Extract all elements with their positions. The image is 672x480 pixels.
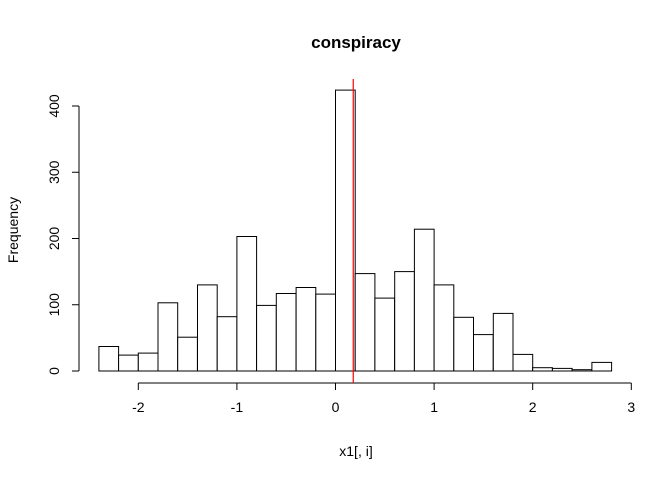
x-tick-label: -2 [132,399,145,415]
histogram-bar [512,353,534,372]
histogram-bar [413,228,435,372]
histogram-bar [551,367,573,372]
histogram-bar [433,284,455,372]
histogram-bar [473,334,494,372]
histogram-bar [197,284,218,372]
histogram-bar [295,287,317,372]
y-tick-label: 200 [46,227,62,251]
histogram-bar [236,236,258,372]
y-tick-label: 0 [46,367,62,375]
histogram-bar [571,369,593,372]
chart-title: conspiracy [311,33,401,52]
y-tick-label: 100 [46,293,62,317]
y-tick-label: 300 [46,160,62,184]
bars-group [98,89,613,372]
histogram-bar [315,293,336,372]
histogram-bar [532,367,553,372]
histogram-bar [374,297,396,372]
histogram-bar [492,312,514,372]
histogram-bar [256,304,277,372]
y-tick-label: 400 [46,94,62,118]
histogram-bar [216,316,238,372]
x-tick-label: 0 [332,399,340,415]
histogram-bar [118,354,139,372]
y-axis-label: Frequency [5,197,21,263]
x-axis-label: x1[, i] [339,443,372,459]
histogram-bar [335,89,356,372]
x-axis: -2 -1 0 1 2 3 [132,382,635,415]
x-tick-label: -1 [231,399,244,415]
histogram-bar [354,273,376,372]
histogram-bar [394,271,415,372]
histogram-bar [591,361,613,372]
x-tick-label: 2 [529,399,537,415]
x-tick-label: 1 [430,399,438,415]
histogram-bar [157,302,179,372]
histogram-bar [453,316,474,372]
x-tick-label: 3 [627,399,635,415]
histogram-bar [137,352,159,372]
histogram-bar [98,346,120,372]
histogram-bar [177,336,198,372]
y-axis: 0 100 200 300 400 [46,94,80,375]
histogram-bar [275,293,297,372]
